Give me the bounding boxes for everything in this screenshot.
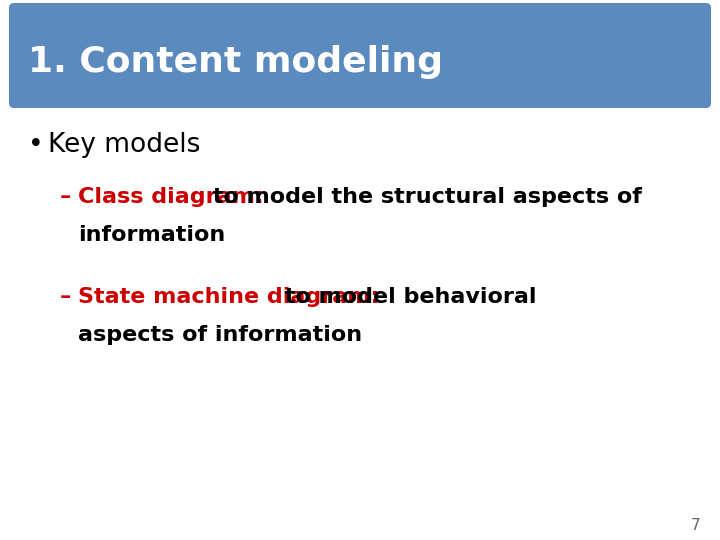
Text: •: • <box>28 132 44 158</box>
Text: 1. Content modeling: 1. Content modeling <box>28 45 443 79</box>
Text: 7: 7 <box>690 517 700 532</box>
Text: to model the structural aspects of: to model the structural aspects of <box>205 187 642 207</box>
Text: –: – <box>60 287 71 307</box>
Text: information: information <box>78 225 225 245</box>
Text: State machine diagram:: State machine diagram: <box>78 287 379 307</box>
FancyBboxPatch shape <box>9 3 711 108</box>
Text: –: – <box>60 187 71 207</box>
Text: Class diagram:: Class diagram: <box>78 187 264 207</box>
Text: to model behavioral: to model behavioral <box>277 287 536 307</box>
Text: aspects of information: aspects of information <box>78 325 362 345</box>
Text: Key models: Key models <box>48 132 200 158</box>
